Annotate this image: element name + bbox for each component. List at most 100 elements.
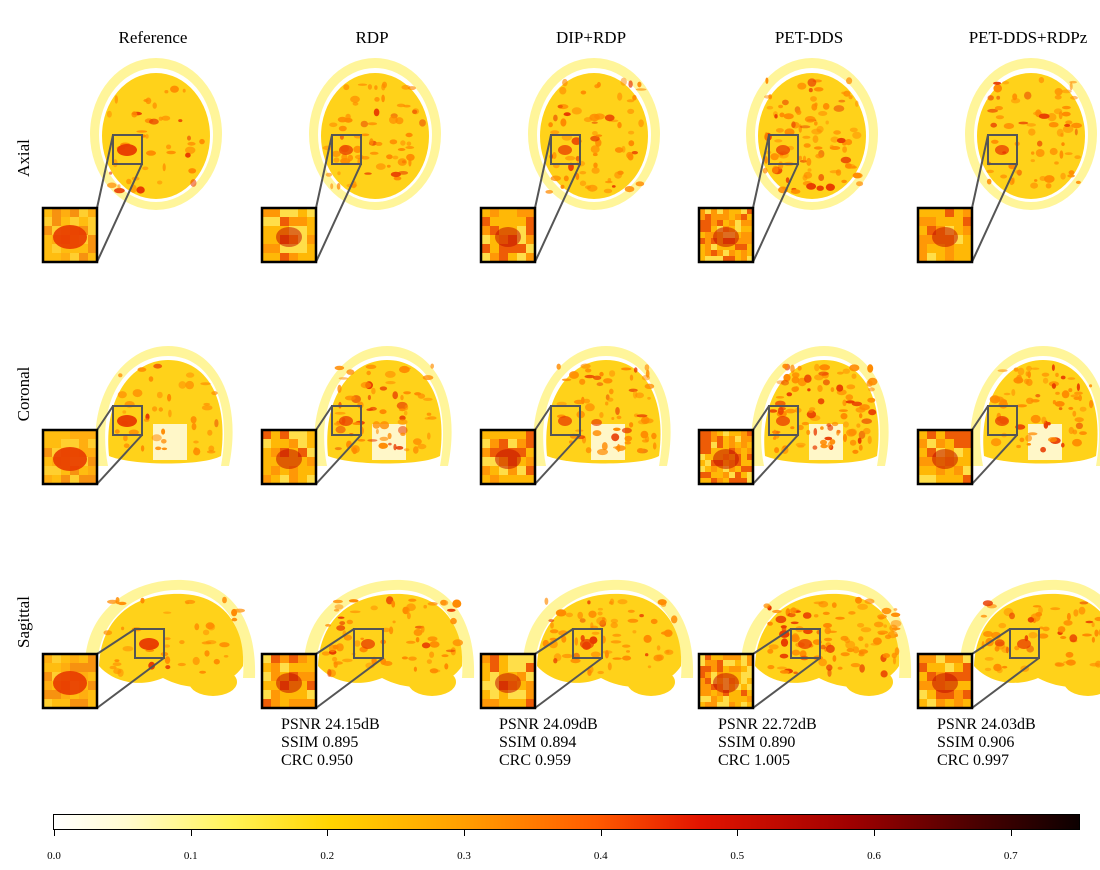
zoom-connector-line xyxy=(96,405,114,431)
brain-panel-sagittal xyxy=(916,570,1100,780)
brain-panel-coronal xyxy=(41,338,263,548)
lesion-region xyxy=(558,145,572,155)
lesion-region xyxy=(339,145,353,155)
pet-slice-image xyxy=(916,579,1100,710)
lesion-zoomed xyxy=(713,673,739,693)
zoom-connector-line xyxy=(971,657,1040,709)
lesion-region xyxy=(339,416,353,426)
zoom-connector-line xyxy=(534,434,581,485)
pet-slice-image xyxy=(697,58,878,264)
column-title-pet-dds-rdpz: PET-DDS+RDPz xyxy=(968,28,1088,47)
skull-outline xyxy=(740,579,912,678)
brain-panel-sagittal xyxy=(260,570,482,780)
lesion-zoomed xyxy=(932,673,958,693)
brain-slice xyxy=(309,58,441,210)
brain-slice xyxy=(751,346,889,466)
pet-slice-image xyxy=(260,58,441,264)
brain-tissue xyxy=(318,593,463,688)
zoom-inset-frame xyxy=(916,206,974,264)
brain-tissue xyxy=(983,360,1098,464)
brain-slice xyxy=(522,579,694,696)
zoom-inset xyxy=(41,652,99,710)
zoom-connector-line xyxy=(315,405,333,431)
lesion-region xyxy=(580,639,594,649)
brain-tissue xyxy=(537,593,682,688)
pet-slice-image xyxy=(41,579,256,710)
zoom-region-box xyxy=(331,405,362,436)
brain-panel-axial xyxy=(41,58,263,272)
zoom-connector-line xyxy=(752,657,821,709)
colorbar-tick xyxy=(874,830,875,836)
brain-slice xyxy=(303,579,475,696)
zoom-connector-line xyxy=(752,405,770,431)
zoom-connector-line xyxy=(534,628,574,655)
ssim-value: SSIM 0.894 xyxy=(499,734,577,751)
lesion-region xyxy=(776,416,790,426)
brain-tissue xyxy=(108,360,223,464)
column-title-dip-rdp: DIP+RDP xyxy=(555,28,627,47)
zoom-region-box xyxy=(987,134,1018,165)
zoom-inset-frame xyxy=(260,652,318,710)
colorbar-tick-label: 0.5 xyxy=(730,850,745,862)
zoom-inset xyxy=(260,206,318,264)
zoom-connector-line xyxy=(534,405,552,431)
metrics-rdp: PSNR 24.15dB SSIM 0.895 CRC 0.950 xyxy=(281,716,380,770)
lesion-region xyxy=(117,415,137,427)
ssim-value: SSIM 0.890 xyxy=(718,734,796,751)
lesion-region xyxy=(361,639,375,649)
zoom-connector-line xyxy=(971,163,1018,263)
brain-slice xyxy=(528,58,660,210)
colorbar-tick-label: 0.0 xyxy=(47,850,61,862)
colorbar xyxy=(53,814,1080,830)
zoom-region-box xyxy=(987,405,1018,436)
crc-value: CRC 1.005 xyxy=(718,752,791,769)
zoom-inset xyxy=(479,652,537,710)
zoom-inset-frame xyxy=(479,652,537,710)
lesion-zoomed xyxy=(276,227,302,247)
brain-panel-axial xyxy=(479,58,701,272)
pet-slice-image xyxy=(41,346,233,486)
zoom-inset xyxy=(697,428,755,486)
zoom-connector-line xyxy=(971,628,1011,655)
pet-slice-image xyxy=(916,346,1100,486)
colorbar-tick-label: 0.6 xyxy=(867,850,881,862)
brain-tissue xyxy=(977,73,1085,199)
zoom-inset xyxy=(41,428,99,486)
brain-panel-axial xyxy=(916,58,1100,272)
crc-value: CRC 0.950 xyxy=(281,752,354,769)
lesion-zoomed xyxy=(932,227,958,247)
colorbar-tick xyxy=(1010,830,1012,836)
colorbar-tick-label: 0.4 xyxy=(593,850,608,862)
crc-value: CRC 0.959 xyxy=(499,752,572,769)
zoom-inset xyxy=(697,652,755,710)
brain-slice xyxy=(314,346,452,466)
zoom-connector-line xyxy=(315,628,355,655)
zoom-connector-line xyxy=(96,434,143,485)
zoom-region-box xyxy=(331,134,362,165)
colorbar-tick xyxy=(190,830,192,836)
pet-slice-image xyxy=(916,58,1097,264)
pet-slice-image xyxy=(479,58,660,264)
metrics-dip-rdp: PSNR 24.09dB SSIM 0.894 CRC 0.959 xyxy=(499,716,598,770)
zoom-connector-line xyxy=(752,434,799,485)
lesion-zoomed xyxy=(713,227,739,247)
zoom-region-box xyxy=(112,134,143,165)
pet-slice-image xyxy=(479,579,694,710)
colorbar-tick xyxy=(327,830,329,836)
lesion-region xyxy=(798,639,812,649)
lesion-zoomed xyxy=(713,449,739,469)
lesion-zoomed xyxy=(495,673,521,693)
metrics-pet-dds-rdpz: PSNR 24.03dB SSIM 0.906 CRC 0.997 xyxy=(937,716,1036,770)
brain-panel-coronal xyxy=(697,338,919,548)
lesion-zoomed xyxy=(53,225,87,249)
zoom-region-box xyxy=(112,405,143,436)
colorbar-tick-label: 0.2 xyxy=(320,850,335,862)
lesion-zoomed xyxy=(276,673,302,693)
zoom-inset-frame xyxy=(697,652,755,710)
brain-panel-coronal xyxy=(479,338,701,548)
skull-outline xyxy=(522,579,694,678)
pet-slice-image xyxy=(260,346,452,486)
crc-value: CRC 0.997 xyxy=(937,752,1010,769)
lesion-zoomed xyxy=(53,671,87,695)
zoom-connector-line xyxy=(971,434,1018,485)
